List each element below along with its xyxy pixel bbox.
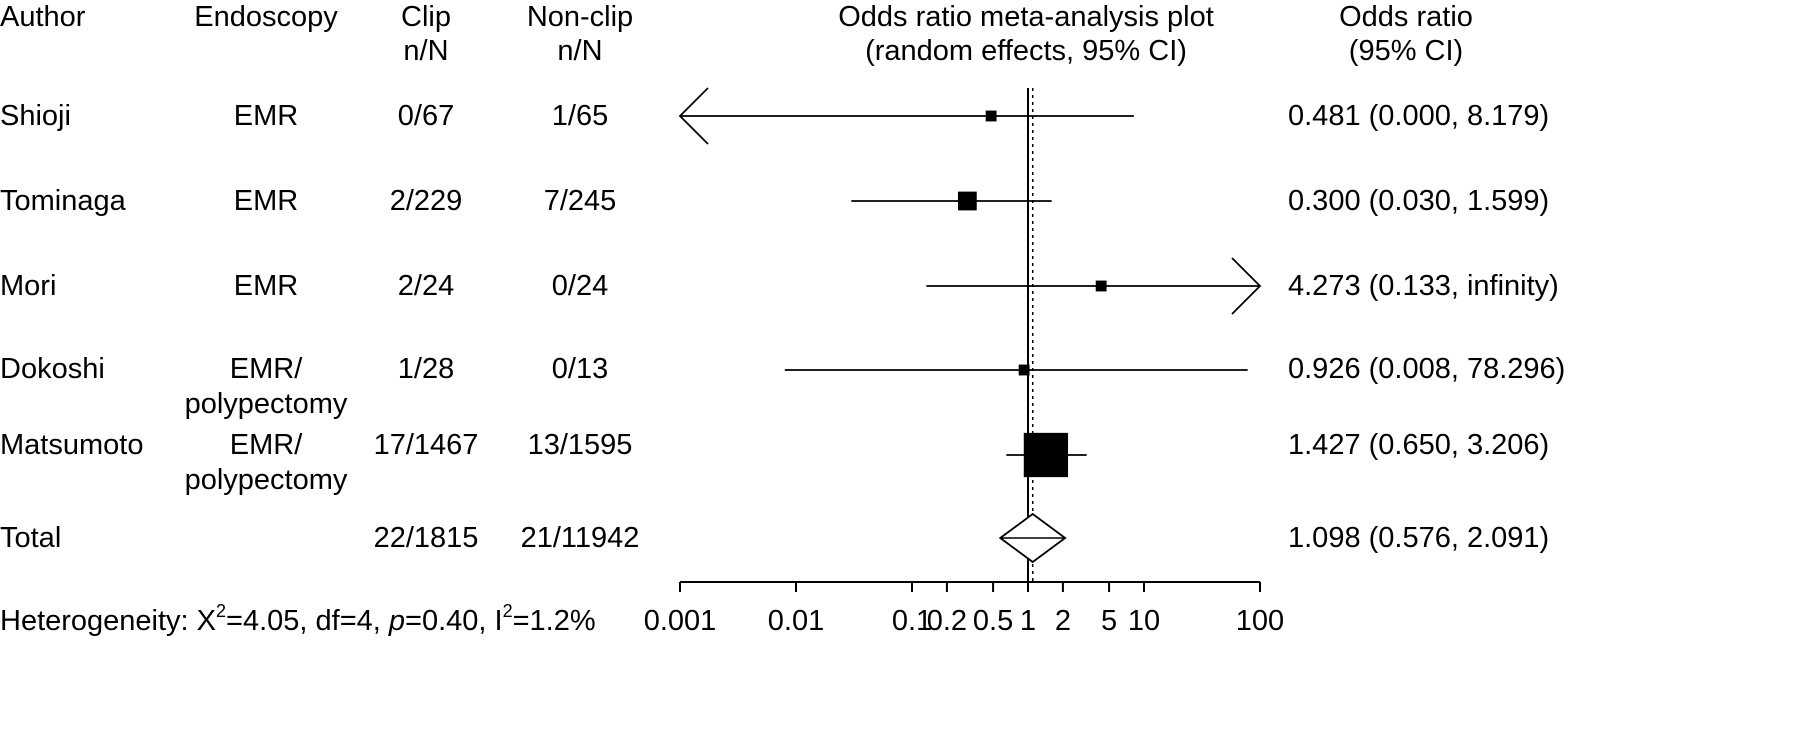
- row-endoscopy: EMR/: [229, 353, 303, 385]
- row-clip: 1/28: [397, 353, 455, 385]
- heterogeneity-note: Heterogeneity: X2=4.05, df=4, p=0.40, I2…: [0, 601, 596, 637]
- x-tick-label: 5: [1101, 605, 1117, 637]
- total-label: Total: [0, 522, 62, 554]
- point-estimate: [985, 110, 997, 122]
- row-or-text: 1.427 (0.650, 3.206): [1288, 429, 1550, 461]
- x-tick-label: 0.1: [892, 605, 932, 637]
- row-author: Tominaga: [0, 185, 126, 217]
- row-clip: 0/67: [397, 100, 455, 132]
- row-nonclip: 0/24: [551, 270, 609, 302]
- header-author: Author: [0, 1, 86, 33]
- ci-arrow-right: [1231, 257, 1262, 315]
- header-odds-ratio: Odds ratio: [1339, 1, 1473, 33]
- row-or-text: 4.273 (0.133, infinity): [1288, 270, 1559, 302]
- row-author: Shioji: [0, 100, 71, 132]
- row-clip: 17/1467: [373, 429, 479, 461]
- header-clip: Clip: [401, 1, 451, 33]
- point-estimate: [1095, 280, 1107, 292]
- x-tick-label: 0.01: [768, 605, 824, 637]
- row-nonclip: 13/1595: [527, 429, 633, 461]
- ci-arrow-left: [678, 87, 709, 145]
- point-estimate: [1023, 432, 1069, 478]
- plot-subtitle: (random effects, 95% CI): [865, 35, 1187, 67]
- row-endoscopy-2: polypectomy: [184, 464, 348, 496]
- row-endoscopy: EMR: [233, 270, 299, 302]
- row-endoscopy-2: polypectomy: [184, 388, 348, 420]
- total-or-text: 1.098 (0.576, 2.091): [1288, 522, 1550, 554]
- plot-title: Odds ratio meta-analysis plot: [838, 1, 1214, 33]
- row-author: Matsumoto: [0, 429, 144, 461]
- x-tick-label: 1: [1020, 605, 1036, 637]
- total-nonclip: 21/11942: [520, 522, 640, 554]
- row-or-text: 0.481 (0.000, 8.179): [1288, 100, 1550, 132]
- row-endoscopy: EMR: [233, 100, 299, 132]
- row-nonclip: 1/65: [551, 100, 609, 132]
- header-endoscopy: Endoscopy: [194, 1, 338, 33]
- row-author: Dokoshi: [0, 353, 105, 385]
- point-estimate: [957, 191, 977, 211]
- row-endoscopy: EMR/: [229, 429, 303, 461]
- row-or-text: 0.926 (0.008, 78.296): [1288, 353, 1566, 385]
- header-clip-sub: n/N: [403, 35, 449, 67]
- header-ci: (95% CI): [1348, 35, 1464, 67]
- row-nonclip: 0/13: [551, 353, 609, 385]
- row-endoscopy: EMR: [233, 185, 299, 217]
- row-nonclip: 7/245: [543, 185, 617, 217]
- x-tick-label: 10: [1128, 605, 1160, 637]
- x-tick-label: 100: [1236, 605, 1284, 637]
- total-clip: 22/1815: [373, 522, 479, 554]
- x-tick-label: 0.2: [927, 605, 967, 637]
- row-author: Mori: [0, 270, 57, 302]
- row-or-text: 0.300 (0.030, 1.599): [1288, 185, 1550, 217]
- x-tick-label: 0.001: [644, 605, 717, 637]
- row-clip: 2/229: [389, 185, 463, 217]
- row-clip: 2/24: [397, 270, 455, 302]
- point-estimate: [1018, 364, 1030, 376]
- header-nonclip: Non-clip: [526, 1, 634, 33]
- x-tick-label: 0.5: [973, 605, 1013, 637]
- header-nonclip-sub: n/N: [557, 35, 603, 67]
- x-tick-label: 2: [1055, 605, 1071, 637]
